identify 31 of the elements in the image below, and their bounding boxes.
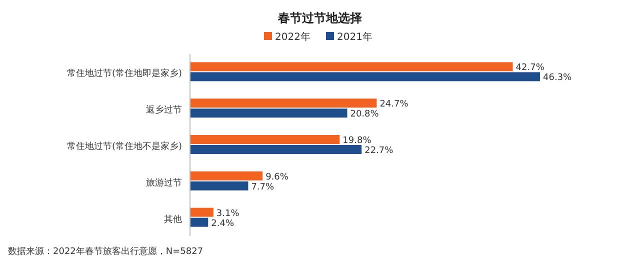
bar [190, 108, 348, 118]
legend-item: 2021年 [326, 32, 372, 43]
data-label: 7.7% [251, 182, 275, 192]
data-label: 42.7% [516, 63, 545, 74]
data-label: 3.1% [216, 208, 240, 219]
bar [190, 145, 362, 154]
data-label: 22.7% [364, 146, 394, 156]
bar [190, 181, 248, 190]
y-tick-label: 常住地过节(常住地不是家乡) [66, 141, 182, 152]
bar [190, 72, 540, 82]
y-tick-label: 旅游过节 [146, 177, 182, 188]
chart-title: 春节过节地选择 [277, 11, 362, 25]
data-label: 46.3% [543, 73, 572, 84]
data-label: 20.8% [350, 110, 380, 120]
y-tick-label: 返乡过节 [146, 104, 182, 116]
y-tick-label: 常住地过节(常住地即是家乡) [66, 68, 182, 80]
legend-label: 2021年 [337, 31, 372, 43]
data-label: 2.4% [211, 218, 234, 229]
data-label: 24.7% [380, 100, 409, 110]
data-label: 19.8% [342, 136, 372, 146]
bar [190, 135, 340, 144]
bar [190, 218, 208, 227]
data-label: 9.6% [266, 172, 289, 182]
bar [190, 208, 214, 217]
source-note: 数据来源：2022年春节旅客出行意愿，N=5827 [8, 246, 204, 257]
legend-label: 2022年 [275, 31, 310, 43]
bar [190, 62, 513, 72]
legend-item: 2022年 [264, 32, 310, 43]
bar [190, 171, 263, 180]
bar [190, 98, 377, 108]
y-tick-label: 其他 [164, 214, 182, 225]
